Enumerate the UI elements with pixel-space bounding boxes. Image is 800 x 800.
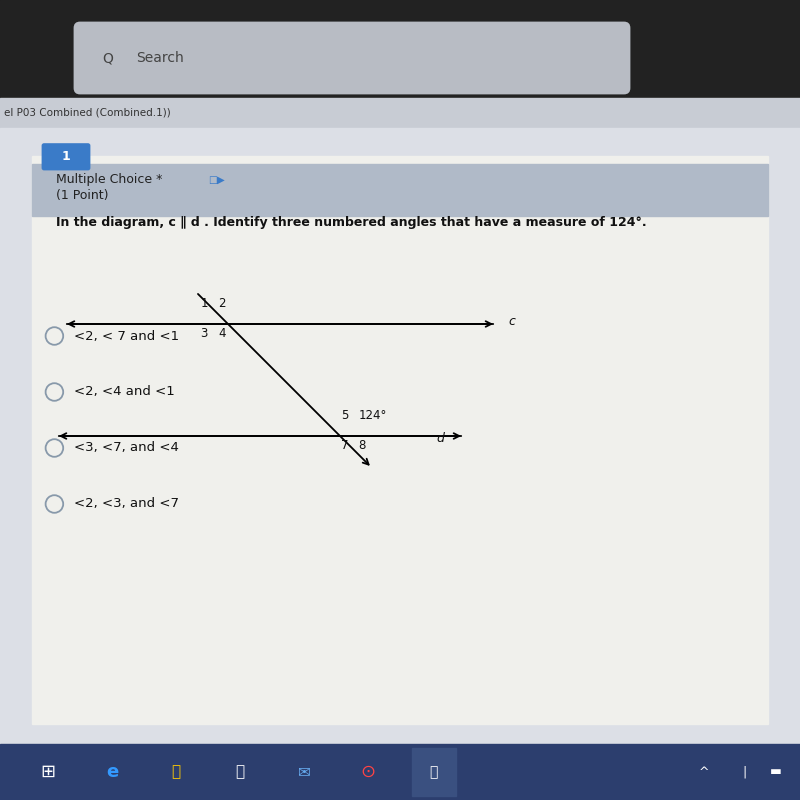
FancyBboxPatch shape <box>42 143 90 170</box>
Text: 5: 5 <box>341 409 348 422</box>
Text: <2, < 7 and <1: <2, < 7 and <1 <box>74 330 178 342</box>
Text: <3, <7, and <4: <3, <7, and <4 <box>74 442 178 454</box>
Text: (1 Point): (1 Point) <box>56 190 109 202</box>
Text: ^: ^ <box>698 766 710 778</box>
FancyBboxPatch shape <box>74 22 630 94</box>
Bar <box>32 164 768 216</box>
Text: el P03 Combined (Combined.1)): el P03 Combined (Combined.1)) <box>4 108 170 118</box>
Text: Multiple Choice *: Multiple Choice * <box>56 174 162 186</box>
Text: 📊: 📊 <box>430 765 438 779</box>
Text: ⊞: ⊞ <box>41 763 55 781</box>
Text: 4: 4 <box>218 327 226 340</box>
Text: 7: 7 <box>341 439 348 452</box>
Text: Q: Q <box>102 51 114 66</box>
Text: |: | <box>742 766 746 778</box>
Text: <2, <3, and <7: <2, <3, and <7 <box>74 498 178 510</box>
Text: 124°: 124° <box>358 409 386 422</box>
Text: ▬: ▬ <box>770 766 782 778</box>
Text: 1: 1 <box>62 150 70 163</box>
Bar <box>32 156 768 724</box>
Bar <box>412 748 456 796</box>
Text: e: e <box>106 763 118 781</box>
Text: 🗂: 🗂 <box>171 765 181 779</box>
Text: <2, <4 and <1: <2, <4 and <1 <box>74 386 174 398</box>
Text: □▶: □▶ <box>208 175 225 185</box>
Text: d: d <box>436 432 444 445</box>
Text: ✉: ✉ <box>298 765 310 779</box>
Bar <box>0 128 800 744</box>
Text: Search: Search <box>136 51 184 66</box>
Bar <box>0 744 800 800</box>
Text: 8: 8 <box>358 439 366 452</box>
Bar <box>0 98 800 128</box>
Text: 1: 1 <box>201 297 208 310</box>
Text: In the diagram, c ∥ d . Identify three numbered angles that have a measure of 12: In the diagram, c ∥ d . Identify three n… <box>56 216 646 229</box>
Text: 3: 3 <box>201 327 208 340</box>
Text: c: c <box>508 315 515 328</box>
Text: 2: 2 <box>218 297 226 310</box>
Text: 🛍: 🛍 <box>235 765 245 779</box>
Text: ⊙: ⊙ <box>361 763 375 781</box>
Bar <box>0 0 800 100</box>
